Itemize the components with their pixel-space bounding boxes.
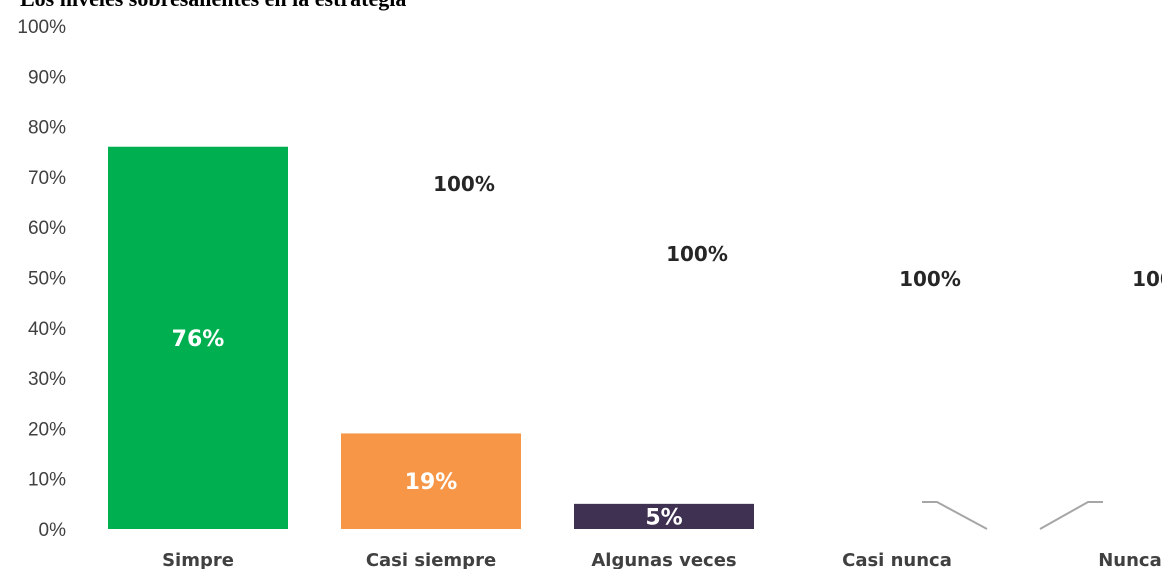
data-label: 19% [405,470,458,495]
x-tick-label: Casi nunca [842,550,952,569]
bar [341,433,521,529]
line-segment [1039,501,1103,530]
cumulative-line [922,501,1103,530]
data-label: 76% [172,327,225,352]
x-tick-label: Casi siempre [366,550,496,569]
x-tick-label: Algunas veces [591,550,736,569]
y-tick-label: 50% [28,269,66,290]
chart-title: Los niveles sobresalientes en la estrate… [20,0,406,11]
cumulative-label: 100% [433,172,495,196]
y-tick-label: 90% [28,67,66,88]
line-segment [922,501,988,530]
y-tick-label: 20% [28,419,66,440]
y-tick-label: 70% [28,168,66,189]
y-tick-label: 30% [28,369,66,390]
cumulative-label: 100% [666,242,728,266]
x-tick-label: Nunca [1098,550,1162,569]
x-tick-label: Simpre [162,550,234,569]
cumulative-labels: 100% 100% 100% 100% [433,172,1162,291]
bar [108,146,288,529]
y-tick-label: 80% [28,118,66,139]
x-axis: Simpre Casi siempre Algunas veces Casi nunc… [162,550,1162,569]
y-tick-label: 0% [39,520,67,541]
y-tick-label: 10% [28,470,66,491]
y-tick-label: 40% [28,319,66,340]
cumulative-label: 100% [899,267,961,291]
cumulative-label: 100% [1132,267,1162,291]
data-label: 5% [645,505,682,530]
y-tick-label: 60% [28,218,66,239]
data-labels: 76% 19% 5% [172,327,683,531]
y-axis: 0% 10% 20% 30% 40% 50% 60% 70% 80% 90% 100% [17,17,66,541]
bar [574,503,754,529]
bars [108,146,754,529]
y-tick-label: 100% [17,17,66,38]
